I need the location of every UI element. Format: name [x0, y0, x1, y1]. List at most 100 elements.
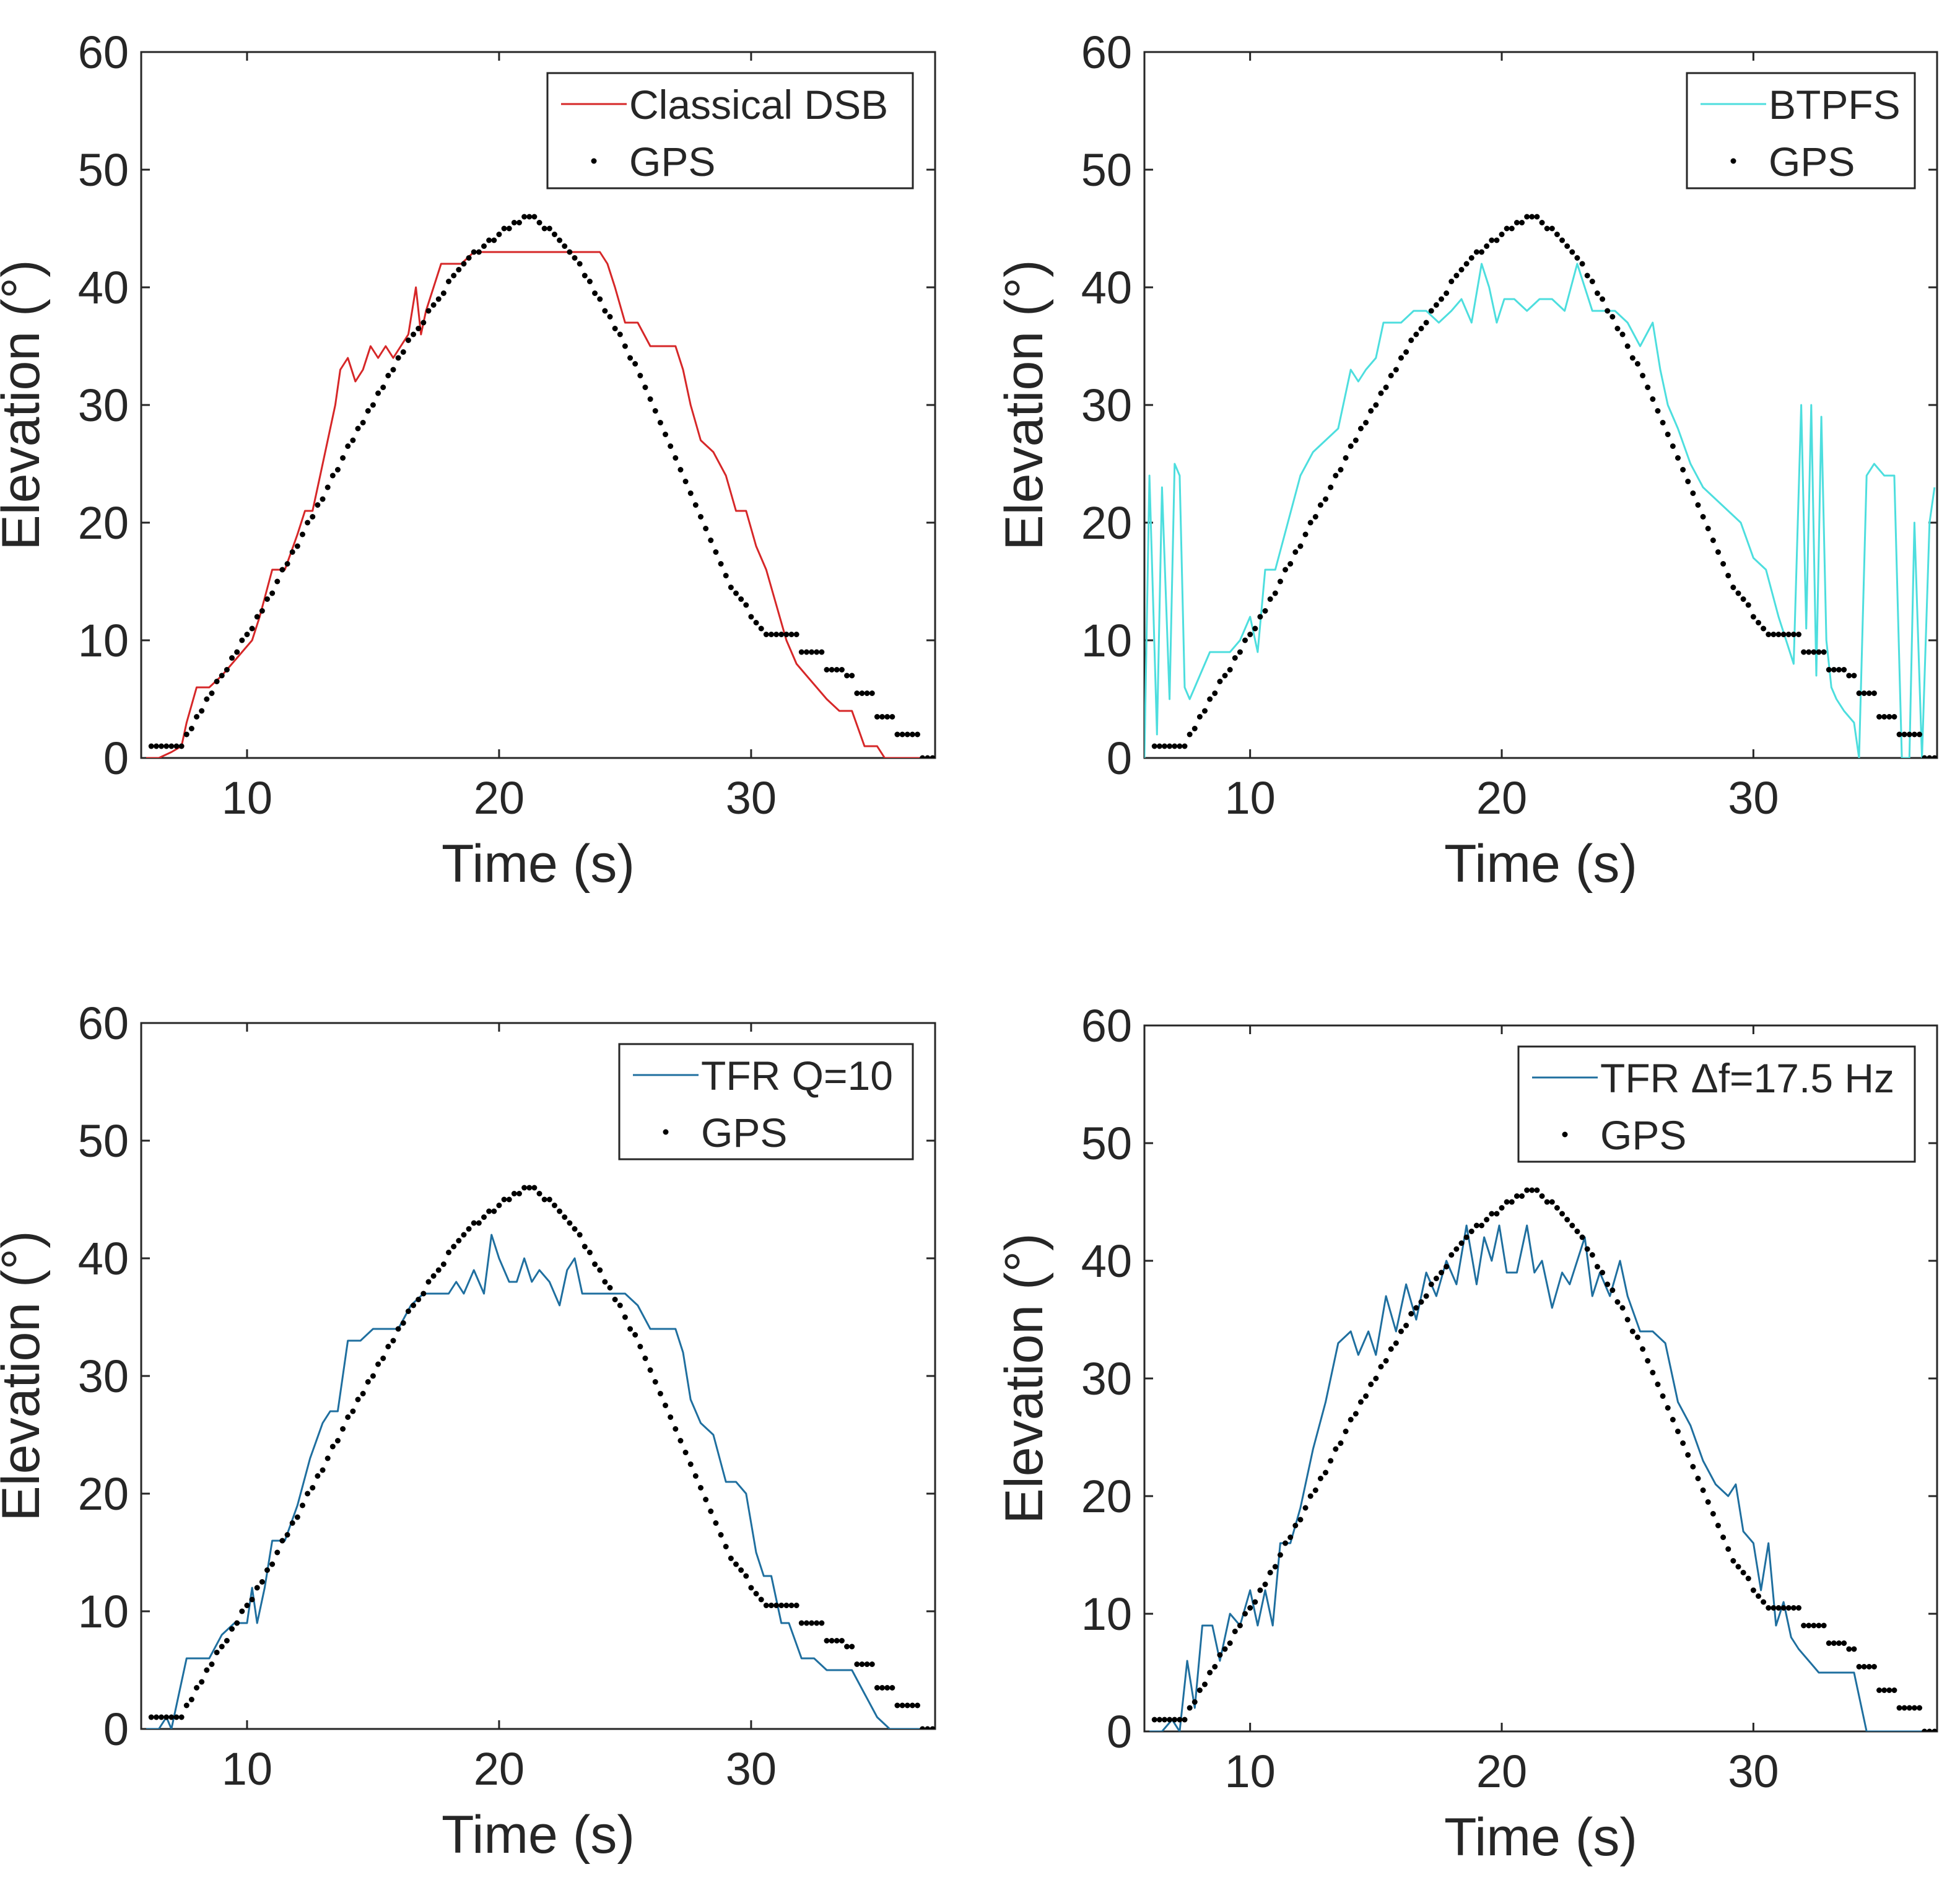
gps-point: [557, 1208, 563, 1214]
gps-point: [1750, 1587, 1756, 1593]
gps-point: [1609, 1287, 1616, 1293]
gps-point: [1856, 690, 1862, 696]
gps-point: [642, 385, 648, 390]
gps-point: [1901, 731, 1907, 738]
gps-point: [1312, 514, 1318, 520]
gps-point: [1821, 649, 1827, 655]
gps-point: [864, 690, 870, 696]
y-tick-label: 30: [78, 1351, 129, 1402]
gps-point: [1519, 1193, 1525, 1199]
gps-point: [1705, 526, 1711, 531]
gps-point: [1433, 1276, 1439, 1281]
gps-point: [370, 1373, 376, 1379]
gps-point: [1655, 408, 1661, 414]
gps-point: [1328, 1458, 1334, 1464]
gps-point: [1357, 1399, 1364, 1405]
gps-point: [1927, 755, 1933, 758]
gps-point: [849, 673, 855, 679]
gps-point: [1836, 1640, 1842, 1646]
gps-point: [1861, 690, 1867, 696]
gps-point: [673, 455, 679, 461]
gps-point: [819, 649, 825, 655]
gps-point: [521, 1185, 528, 1191]
gps-point: [1690, 490, 1696, 496]
gps-point: [1444, 1264, 1450, 1269]
gps-point: [1559, 237, 1566, 243]
legend: Classical DSB GPS: [546, 72, 914, 189]
gps-point: [1292, 1523, 1299, 1528]
gps-point: [617, 1302, 623, 1308]
gps-point: [1896, 1705, 1902, 1711]
gps-point: [677, 467, 684, 472]
x-tick-label: 30: [726, 772, 777, 824]
gps-point: [733, 590, 739, 596]
gps-point: [385, 373, 391, 378]
gps-point: [617, 331, 623, 337]
gps-point: [859, 1661, 865, 1667]
legend-dot-swatch: [1730, 158, 1736, 164]
gps-point: [1600, 296, 1606, 302]
gps-point: [476, 249, 482, 255]
gps-point: [1680, 467, 1686, 472]
gps-point: [904, 1702, 910, 1709]
gps-point: [758, 625, 764, 632]
gps-point: [1267, 1570, 1273, 1575]
gps-point: [1761, 1599, 1767, 1605]
gps-point: [1866, 690, 1872, 696]
gps-point: [1886, 714, 1892, 720]
gps-point: [1413, 331, 1419, 337]
gps-point: [1237, 649, 1243, 655]
y-tick-label: 30: [1081, 380, 1132, 431]
gps-point: [1287, 561, 1294, 567]
gps-point: [1715, 549, 1721, 555]
y-tick-label: 40: [1081, 262, 1132, 313]
gps-point: [1167, 1717, 1173, 1723]
gps-point: [1796, 1605, 1802, 1611]
gps-point: [244, 632, 250, 637]
gps-point: [1524, 214, 1530, 220]
gps-point: [1323, 496, 1329, 502]
gps-point: [536, 220, 542, 225]
gps-point: [405, 337, 411, 343]
gps-point: [1619, 1305, 1626, 1311]
y-axis-title: Elevation (°): [995, 1233, 1054, 1523]
gps-point: [753, 620, 759, 625]
gps-point: [1373, 402, 1379, 408]
gps-point: [1257, 1587, 1263, 1593]
legend-box: [1517, 1045, 1916, 1163]
gps-point: [305, 520, 311, 526]
gps-point: [1352, 437, 1359, 443]
gps-point: [1277, 578, 1283, 585]
gps-point: [461, 1232, 467, 1238]
plot-area: [1149, 1187, 1937, 1731]
gps-point: [798, 1620, 804, 1626]
gps-point: [1363, 420, 1369, 425]
gps-point: [1554, 1205, 1560, 1211]
gps-point: [1448, 279, 1455, 284]
series-line-tfr-q-10: [146, 1234, 933, 1729]
legend-dot-swatch: [663, 1129, 669, 1135]
gps-point: [824, 667, 830, 673]
gps-point: [350, 437, 356, 443]
gps-point: [612, 1297, 618, 1302]
gps-point: [1891, 714, 1897, 720]
gps-point: [1821, 1622, 1827, 1629]
gps-point: [1891, 1687, 1897, 1693]
gps-point: [153, 1714, 159, 1720]
gps-point: [1453, 272, 1460, 279]
gps-point: [274, 578, 281, 585]
gps-point: [803, 649, 809, 655]
gps-point: [536, 1191, 542, 1196]
gps-point: [1911, 731, 1917, 738]
gps-point: [773, 632, 780, 637]
gps-point: [1932, 1728, 1937, 1731]
gps-point: [1569, 249, 1575, 255]
gps-point: [1761, 625, 1767, 632]
gps-point: [531, 1185, 538, 1191]
gps-point: [526, 1185, 533, 1191]
gps-point: [1388, 373, 1394, 378]
gps-point: [884, 1685, 891, 1691]
gps-point: [1343, 1429, 1349, 1434]
gps-point: [1790, 632, 1797, 637]
gps-point: [204, 1667, 210, 1673]
